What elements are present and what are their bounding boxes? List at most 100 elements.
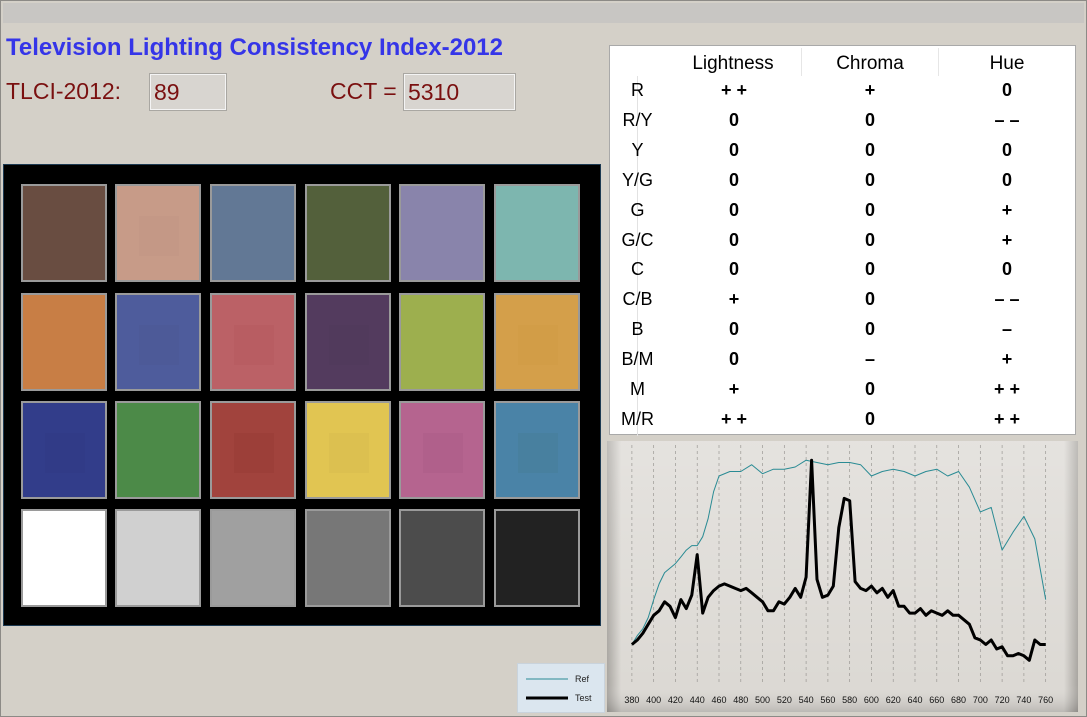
color-patch [305, 184, 391, 282]
x-tick-label: 740 [1016, 695, 1031, 705]
x-tick-label: 620 [886, 695, 901, 705]
color-patch-inner [139, 541, 179, 581]
header-chroma: Chroma [836, 53, 904, 74]
header-divider [801, 48, 802, 76]
color-patch-inner [518, 325, 558, 365]
color-patch-inner [45, 325, 85, 365]
header-lightness: Lightness [692, 53, 774, 74]
chart-legend: Ref Test [517, 663, 605, 713]
chroma-value: 0 [864, 139, 875, 160]
legend-ref-label: Ref [575, 674, 590, 684]
color-patch-inner [139, 325, 179, 365]
color-patch-inner [45, 433, 85, 473]
color-patch [399, 401, 485, 499]
color-shift-table: Lightness Chroma Hue R + + +0 R/Y 0 0 – – Y 0 0 0 Y… [609, 45, 1076, 436]
color-patch-inner [423, 216, 463, 256]
color-patch-inner [234, 433, 274, 473]
color-patch-inner [45, 541, 85, 581]
color-patch-inner [423, 541, 463, 581]
color-patch-inner [329, 325, 369, 365]
color-patch [494, 293, 580, 391]
lightness-value: 0 [728, 199, 739, 220]
chroma-value: 0 [864, 259, 875, 280]
x-tick-label: 580 [842, 695, 857, 705]
lightness-value: 0 [728, 109, 739, 130]
color-checker-chart [3, 164, 601, 626]
color-patch-inner [139, 216, 179, 256]
hue-value: 0 [1001, 80, 1012, 100]
chroma-value: 0 [864, 109, 875, 130]
x-tick-label: 640 [907, 695, 922, 705]
x-tick-label: 540 [799, 695, 814, 705]
row-label: B/M [621, 349, 654, 370]
color-patch-inner [329, 541, 369, 581]
x-tick-label: 720 [995, 695, 1010, 705]
x-tick-label: 400 [646, 695, 661, 705]
color-patch-inner [518, 216, 558, 256]
hue-value: + [1001, 199, 1013, 220]
lightness-value: + [728, 379, 740, 399]
cct-label: CCT = [330, 78, 397, 104]
color-patch [399, 293, 485, 391]
color-patch [494, 184, 580, 282]
color-patch-inner [329, 216, 369, 256]
series-line-ref [631, 459, 1047, 645]
x-tick-label: 660 [929, 695, 944, 705]
row-label: R/Y [622, 109, 653, 130]
color-patch-inner [139, 433, 179, 473]
color-patch [21, 293, 107, 391]
x-tick-label: 420 [668, 695, 683, 705]
color-patch [115, 401, 201, 499]
hue-value: + + [993, 379, 1021, 399]
x-tick-label: 700 [973, 695, 988, 705]
x-tick-label: 460 [711, 695, 726, 705]
chroma-value: 0 [864, 289, 875, 310]
chroma-value: 0 [864, 379, 875, 399]
color-patch [305, 293, 391, 391]
color-patch-inner [234, 216, 274, 256]
hue-value: 0 [1001, 139, 1012, 160]
hue-value: + + [993, 408, 1021, 429]
color-patch [210, 401, 296, 499]
color-patch [305, 509, 391, 607]
color-patch-inner [423, 325, 463, 365]
row-label: G/C [621, 229, 654, 250]
hue-value: 0 [1001, 259, 1012, 280]
color-patch-inner [518, 433, 558, 473]
color-patch-inner [45, 216, 85, 256]
hue-value: – – [994, 289, 1020, 310]
color-patch [399, 509, 485, 607]
color-patch [115, 184, 201, 282]
hue-value: – [1001, 319, 1012, 340]
x-tick-label: 480 [733, 695, 748, 705]
chart-background-shade [607, 441, 1078, 712]
lightness-value: 0 [728, 139, 739, 160]
tlci-value-field[interactable]: 89 [149, 73, 227, 111]
lightness-value: + + [720, 80, 748, 100]
cct-value-field[interactable]: 5310 [403, 73, 516, 111]
tlci-label: TLCI-2012: [6, 78, 122, 104]
row-label: C/B [622, 289, 653, 310]
table-column-divider [637, 76, 638, 436]
color-patch [115, 509, 201, 607]
header-hue: Hue [989, 53, 1025, 74]
x-tick-label: 440 [690, 695, 705, 705]
lightness-value: 0 [728, 259, 739, 280]
chroma-value: 0 [864, 199, 875, 220]
x-tick-label: 380 [624, 695, 639, 705]
legend-test-label: Test [575, 693, 592, 703]
color-patch-inner [234, 541, 274, 581]
color-patch [210, 509, 296, 607]
chroma-value: 0 [864, 229, 875, 250]
x-tick-label: 760 [1038, 695, 1053, 705]
row-label: M/R [621, 408, 654, 429]
color-patch [21, 184, 107, 282]
row-label: B [631, 319, 644, 340]
row-label: Y [631, 139, 644, 160]
color-patch [210, 293, 296, 391]
lightness-value: + + [720, 408, 748, 429]
header-divider [938, 48, 939, 76]
color-patch-inner [234, 325, 274, 365]
color-patch [494, 509, 580, 607]
window-titlebar [3, 3, 1084, 23]
